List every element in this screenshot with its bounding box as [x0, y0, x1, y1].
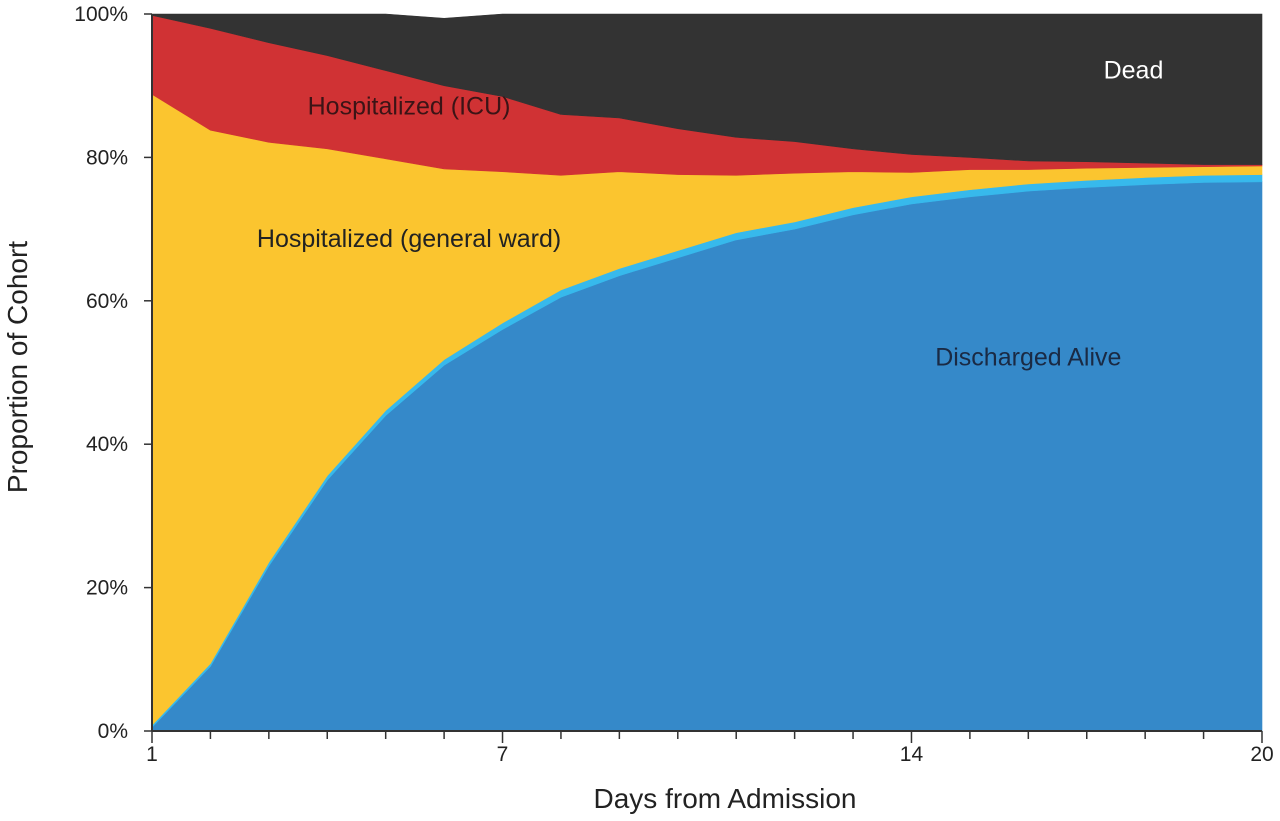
y-axis: 0% 20% 40% 60% 80% 100% — [74, 3, 153, 743]
x-tick-label: 14 — [900, 743, 924, 766]
area-label-dead: Dead — [1104, 57, 1164, 85]
area-layer — [151, 13, 1263, 732]
area-label-discharged-alive: Discharged Alive — [935, 343, 1121, 371]
y-tick-label: 20% — [86, 577, 128, 600]
y-tick-label: 100% — [74, 3, 128, 26]
y-tick-label: 60% — [86, 290, 128, 313]
area-dead — [151, 13, 1263, 165]
x-tick-label: 7 — [497, 743, 509, 766]
x-axis: 1 7 14 20 — [146, 730, 1274, 766]
y-tick-label: 40% — [86, 433, 128, 456]
area-label-hospitalized-general-ward: Hospitalized (general ward) — [257, 225, 561, 253]
y-tick-label: 80% — [86, 146, 128, 169]
x-tick-label: 1 — [146, 743, 158, 766]
x-tick-label: 20 — [1250, 743, 1273, 766]
y-tick-label: 0% — [98, 720, 128, 743]
area-label-layer: Discharged Alive Hospitalized (general wa… — [257, 57, 1163, 372]
y-axis-title: Proportion of Cohort — [2, 241, 33, 493]
x-axis-title: Days from Admission — [594, 783, 857, 814]
area-label-hospitalized-icu: Hospitalized (ICU) — [308, 92, 511, 120]
